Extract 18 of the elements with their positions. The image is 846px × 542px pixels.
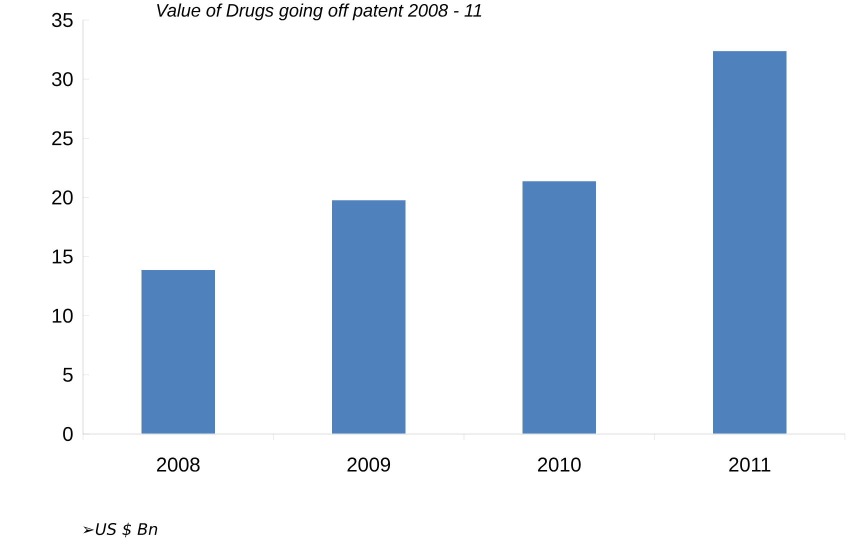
x-tick-label: 2010 [538, 458, 581, 472]
y-tick-label: 20 [52, 190, 73, 205]
bar [712, 50, 788, 434]
y-tick-label: 10 [52, 308, 73, 323]
bar [522, 180, 597, 434]
chart-title: Value of Drugs going off patent 2008 - 11 [157, 4, 482, 20]
x-tick-label: 2011 [729, 458, 770, 472]
y-tick-label: 15 [52, 250, 73, 264]
x-tick-label: 2008 [157, 458, 200, 472]
bar [331, 199, 406, 434]
y-tick-label: 0 [63, 426, 73, 442]
bar [140, 269, 216, 434]
x-tick-label: 2009 [348, 458, 390, 472]
y-tick-label: 25 [52, 131, 73, 146]
text: ➢US $ Bn [83, 522, 158, 538]
y-tick-label: 30 [52, 72, 73, 86]
y-tick-label: 35 [52, 12, 73, 28]
y-tick-label: 5 [63, 368, 73, 382]
